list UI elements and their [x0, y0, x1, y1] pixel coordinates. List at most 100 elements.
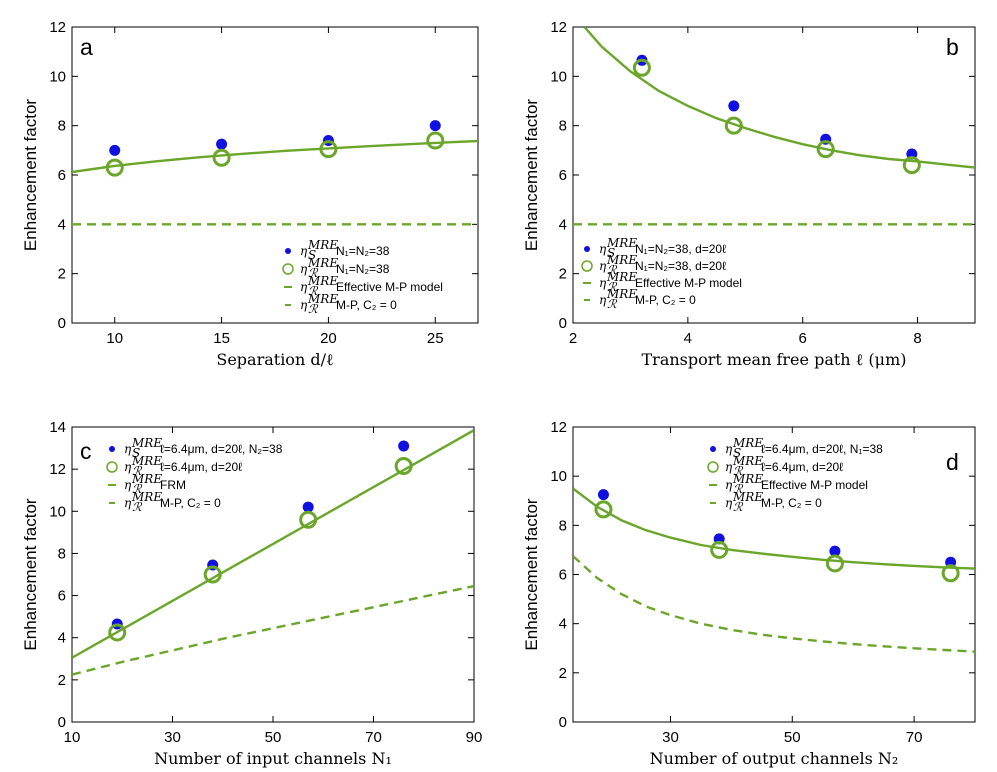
y-tick-label: 8 — [559, 517, 567, 534]
plot-frame — [71, 26, 479, 324]
x-axis-title: Transport mean free path ℓ (μm) — [642, 350, 907, 369]
data-point-circle — [816, 140, 835, 159]
series-dashed — [573, 555, 975, 653]
y-axis-title: Enhancement factor — [21, 99, 40, 251]
y-tick-label: 12 — [49, 461, 66, 478]
x-tick-label: 30 — [164, 729, 181, 746]
data-point-circle — [902, 156, 921, 175]
series-circles — [105, 131, 445, 177]
legend-symbol: η — [725, 442, 733, 456]
x-tick-label: 10 — [106, 330, 123, 347]
x-tick-label: 50 — [784, 729, 801, 746]
model-line — [573, 487, 975, 570]
legend-subscript: ℛ — [308, 284, 319, 298]
legend-symbol: η — [300, 298, 308, 312]
y-tick-label: 4 — [58, 630, 66, 647]
legend-superscript: MRE — [307, 256, 338, 270]
model-line — [72, 429, 474, 659]
series-circles — [594, 500, 960, 583]
mp-dashed-line — [573, 555, 975, 653]
series-line — [583, 27, 975, 169]
data-point-dot — [302, 501, 314, 513]
data-point-circle — [632, 58, 651, 77]
y-tick-label: 2 — [58, 672, 66, 689]
legend-symbol: η — [124, 442, 132, 456]
series-dots — [111, 440, 410, 630]
legend-subscript: S — [607, 246, 615, 260]
y-tick-label: 12 — [49, 19, 66, 36]
panel-letter: d — [946, 449, 959, 475]
y-tick-label: 6 — [559, 167, 567, 184]
legend-subscript: S — [132, 446, 140, 460]
y-tick-label: 8 — [58, 118, 66, 135]
y-tick-label: 2 — [559, 665, 567, 682]
legend-label: N₁=N₂=38, d=20ℓ — [635, 259, 726, 273]
data-point-circle — [825, 554, 844, 573]
legend-subscript: ℛ — [607, 297, 618, 311]
y-tick-label: 6 — [58, 588, 66, 605]
legend-superscript: MRE — [732, 490, 763, 504]
legend-symbol: η — [599, 259, 607, 273]
x-tick-label: 70 — [365, 729, 382, 746]
plot-area — [72, 429, 474, 676]
legend-subscript: S — [733, 446, 741, 460]
data-point-dot — [728, 100, 740, 112]
legend-superscript: MRE — [606, 236, 637, 250]
series-line — [72, 429, 474, 659]
legend-marker-circle — [581, 260, 593, 272]
y-axis-title: Enhancement factor — [522, 99, 541, 251]
legend-symbol: η — [599, 276, 607, 290]
y-tick-label: 0 — [58, 315, 66, 332]
x-tick-label: 6 — [799, 330, 807, 347]
legend-subscript: ℛ — [733, 500, 744, 514]
legend-symbol: η — [124, 496, 132, 510]
legend-superscript: MRE — [307, 274, 338, 288]
chart-panel-c: 10 30 50 70 90 0 2 4 6 8 10 12 14 Number of input cha… — [21, 419, 482, 768]
y-tick-label: 4 — [559, 216, 567, 233]
x-tick-label: 8 — [913, 330, 921, 347]
legend-marker-dot — [710, 446, 716, 452]
legend-marker-dot — [584, 246, 590, 252]
legend-symbol: η — [725, 478, 733, 492]
legend-subscript: ℛ — [132, 482, 143, 496]
series-line — [573, 487, 975, 570]
legend-subscript: ℛ — [733, 464, 744, 478]
model-line — [72, 139, 478, 174]
legend-label: ℓ=6.4μm, d=20ℓ, N₁=38 — [761, 442, 883, 456]
y-tick-label: 2 — [58, 266, 66, 283]
legend-label: M-P, C₂ = 0 — [160, 496, 221, 510]
y-tick-label: 0 — [58, 714, 66, 731]
legend-marker-circle — [106, 461, 118, 473]
legend-subscript: ℛ — [607, 263, 618, 277]
plot-area — [573, 487, 975, 653]
legend-superscript: MRE — [131, 472, 162, 486]
legend-subscript: ℛ — [607, 280, 618, 294]
legend-label: M-P, C₂ = 0 — [635, 293, 696, 307]
y-tick-label: 10 — [49, 68, 66, 85]
x-axis-title: Number of input channels N₁ — [154, 749, 392, 768]
chart-panel-d: 30 50 70 0 2 4 6 8 10 12 Number of output channels… — [522, 419, 976, 768]
legend-symbol: η — [300, 244, 308, 258]
series-dashed — [72, 584, 474, 676]
legend-symbol: η — [599, 242, 607, 256]
legend-superscript: MRE — [131, 454, 162, 468]
data-point-circle — [594, 500, 613, 519]
data-point-circle — [108, 623, 127, 642]
series-line — [72, 139, 478, 174]
data-point-dot — [398, 440, 410, 452]
x-tick-label: 2 — [569, 330, 577, 347]
legend-subscript: ℛ — [132, 464, 143, 478]
legend-subscript: ℛ — [308, 302, 319, 316]
legend-label: M-P, C₂ = 0 — [336, 298, 397, 312]
y-tick-label: 4 — [559, 616, 567, 633]
x-tick-label: 15 — [213, 330, 230, 347]
legend-subscript: ℛ — [733, 482, 744, 496]
x-axis-title: Separation d/ℓ — [216, 350, 334, 369]
data-point-dot — [429, 120, 441, 132]
legend-superscript: MRE — [606, 270, 637, 284]
y-axis-title: Enhancement factor — [522, 498, 541, 650]
